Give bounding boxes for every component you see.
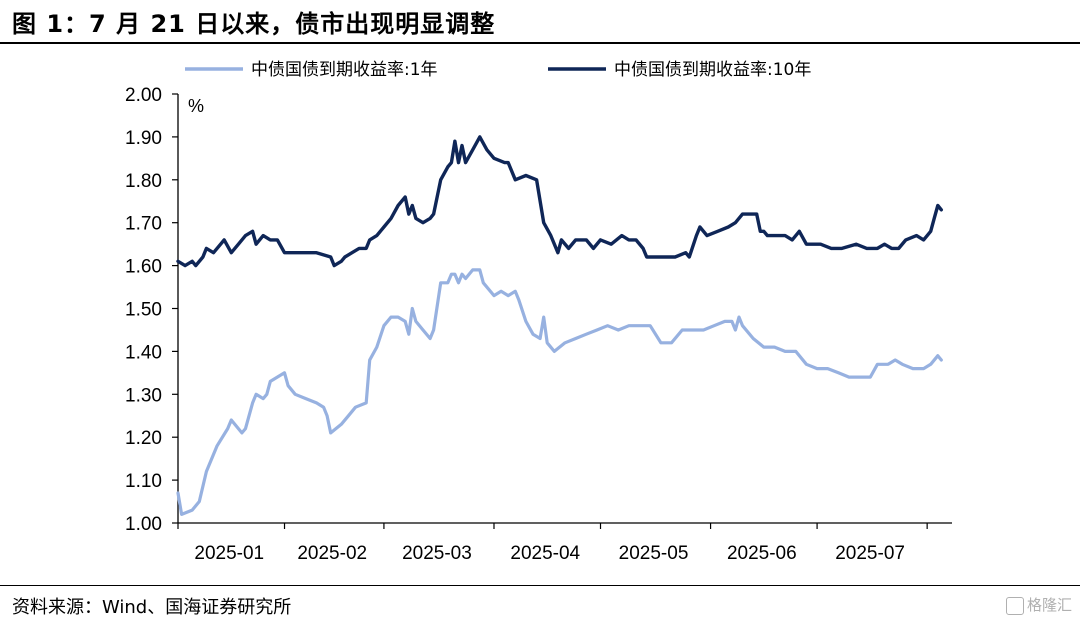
y-tick-label: 1.60 — [125, 257, 162, 278]
legend: 中债国债到期收益率:1年 中债国债到期收益率:10年 — [185, 60, 811, 80]
bottom-rule — [0, 585, 1080, 586]
y-tick-label: 2.00 — [125, 85, 162, 106]
y-unit-label: % — [188, 96, 204, 116]
y-tick-label: 1.50 — [125, 300, 162, 321]
x-tick-label: 2025-05 — [619, 543, 689, 564]
figure-title: 图 1：7 月 21 日以来，债市出现明显调整 — [12, 10, 496, 38]
axes: 1.00 1.10 1.20 1.30 1.40 1.50 1.60 1.70 1.80 1.90… — [125, 85, 952, 564]
x-tick-label: 2025-01 — [194, 543, 264, 564]
y-tick-label: 1.70 — [125, 214, 162, 235]
y-tick-label: 1.00 — [125, 514, 162, 535]
y-tick-label: 1.80 — [125, 171, 162, 192]
watermark: 格隆汇 — [1005, 594, 1072, 615]
source-note: 资料来源：Wind、国海证券研究所 — [12, 597, 292, 618]
legend-label-10y: 中债国债到期收益率:10年 — [614, 60, 811, 80]
x-tick-label: 2025-07 — [835, 543, 905, 564]
series-line-10y — [176, 135, 943, 268]
watermark-logo-icon — [1005, 596, 1024, 615]
x-tick-label: 2025-04 — [510, 543, 580, 564]
y-tick-label: 1.40 — [125, 342, 162, 363]
series-lines — [176, 135, 943, 516]
top-rule — [0, 42, 1080, 44]
x-tick-label: 2025-02 — [297, 543, 367, 564]
x-tick-label: 2025-06 — [727, 543, 797, 564]
yield-line-chart: 中债国债到期收益率:1年 中债国债到期收益率:10年 1.001.101.201.… — [125, 60, 952, 564]
legend-label-1y: 中债国债到期收益率:1年 — [251, 60, 438, 80]
y-tick-label: 1.90 — [125, 128, 162, 149]
x-tick-label: 2025-03 — [402, 543, 472, 564]
series-line-1y — [176, 268, 943, 516]
y-tick-label: 1.10 — [125, 471, 162, 492]
watermark-text: 格隆汇 — [1026, 596, 1072, 614]
y-tick-label: 1.30 — [125, 385, 162, 406]
y-tick-label: 1.20 — [125, 428, 162, 449]
